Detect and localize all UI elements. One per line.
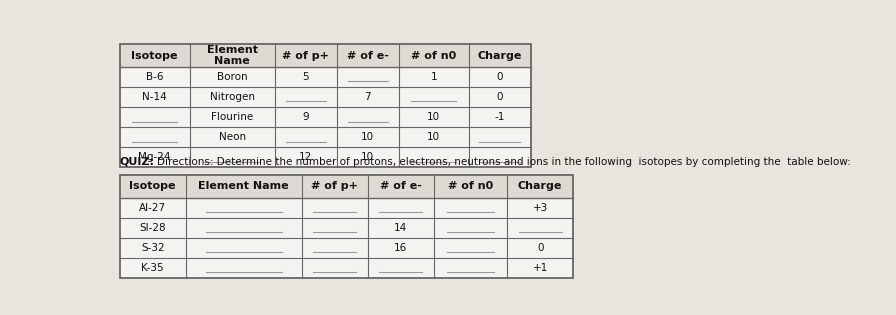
Text: Directions: Determine the number of protons, electrons, neutrons and ions in the: Directions: Determine the number of prot… (157, 157, 850, 167)
Text: 10: 10 (361, 132, 375, 142)
Text: 10: 10 (427, 132, 440, 142)
Bar (120, 44, 530, 167)
Text: # of p+: # of p+ (282, 50, 329, 60)
Text: Isotope: Isotope (129, 181, 176, 192)
Text: N-14: N-14 (142, 92, 167, 102)
Bar (120, 175, 573, 278)
Text: # of p+: # of p+ (312, 181, 358, 192)
Text: -1: -1 (495, 112, 504, 122)
Text: # of e-: # of e- (347, 50, 389, 60)
Text: Element
Name: Element Name (207, 45, 258, 66)
Bar (120, 198, 573, 278)
Text: S-32: S-32 (141, 243, 165, 253)
Text: QUIZ:: QUIZ: (120, 157, 155, 167)
Text: 1: 1 (430, 72, 437, 82)
Text: 7: 7 (365, 92, 371, 102)
Text: 14: 14 (394, 223, 408, 233)
Text: 16: 16 (394, 243, 408, 253)
Bar (120, 67, 530, 167)
Text: +3: +3 (532, 203, 547, 213)
Text: 0: 0 (537, 243, 544, 253)
Text: Mg-24: Mg-24 (138, 152, 171, 162)
Text: Flourine: Flourine (211, 112, 254, 122)
Text: Element Name: Element Name (198, 181, 289, 192)
Text: B-6: B-6 (146, 72, 163, 82)
Text: Boron: Boron (217, 72, 247, 82)
Bar (120, 175, 573, 198)
Text: 10: 10 (427, 112, 440, 122)
Bar (120, 44, 530, 67)
Text: Neon: Neon (219, 132, 246, 142)
Text: Al-27: Al-27 (139, 203, 167, 213)
Text: 5: 5 (303, 72, 309, 82)
Text: Isotope: Isotope (132, 50, 178, 60)
Text: # of e-: # of e- (380, 181, 422, 192)
Text: 9: 9 (303, 112, 309, 122)
Text: 0: 0 (496, 72, 503, 82)
Text: # of n0: # of n0 (411, 50, 456, 60)
Text: SI-28: SI-28 (140, 223, 166, 233)
Text: 10: 10 (361, 152, 375, 162)
Text: Charge: Charge (478, 50, 521, 60)
Text: 12: 12 (299, 152, 313, 162)
Text: Charge: Charge (518, 181, 563, 192)
Text: K-35: K-35 (142, 263, 164, 273)
Text: 0: 0 (496, 92, 503, 102)
Text: Nitrogen: Nitrogen (210, 92, 254, 102)
Text: # of n0: # of n0 (448, 181, 493, 192)
Text: +1: +1 (532, 263, 547, 273)
